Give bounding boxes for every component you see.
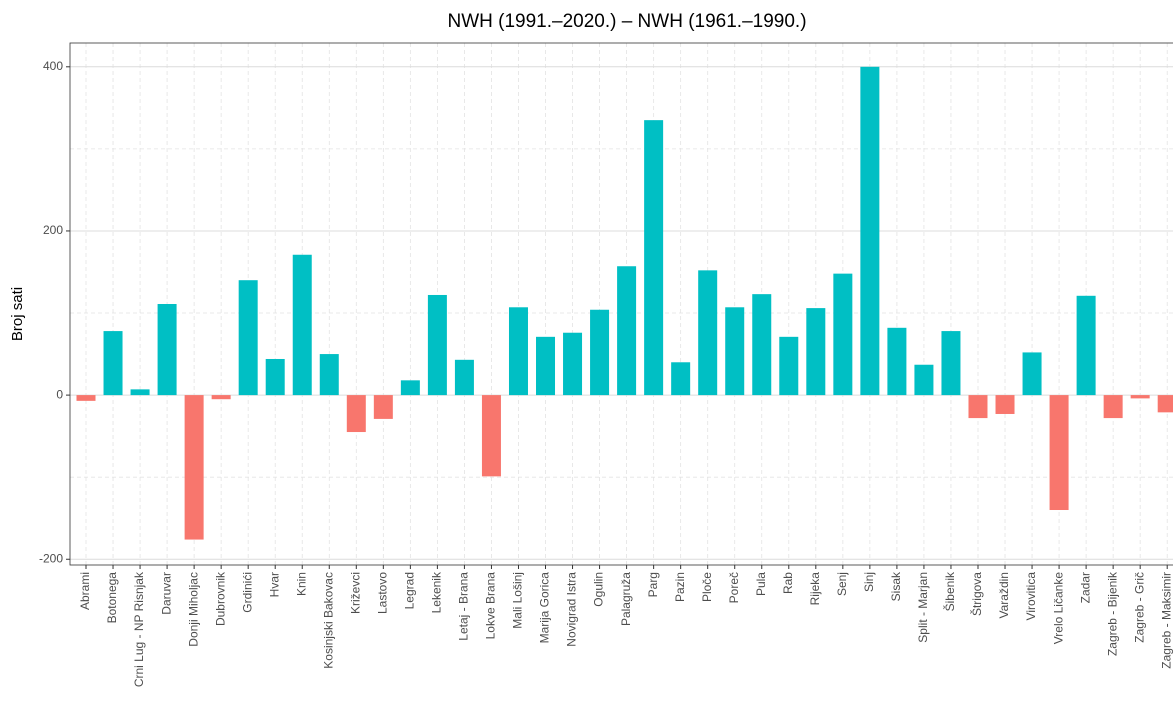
x-tick-label: Varaždin	[997, 572, 1011, 618]
bar	[860, 66, 880, 396]
bar	[806, 308, 826, 396]
x-tick-label: Kosinjski Bakovac	[321, 572, 335, 669]
x-tick-label: Dubrovnik	[213, 571, 227, 626]
bar	[887, 327, 907, 396]
bar	[508, 307, 528, 396]
x-tick-label: Zadar	[1078, 572, 1092, 603]
x-tick-label: Palagruža	[619, 572, 633, 626]
x-tick-label: Parg	[646, 572, 660, 597]
x-tick-label: Rab	[781, 572, 795, 594]
x-tick-label: Grdinići	[240, 572, 254, 613]
x-tick-label: Marija Gorica	[538, 572, 552, 644]
bar	[454, 359, 474, 396]
bar	[319, 354, 339, 396]
x-tick-label: Ogulin	[592, 572, 606, 607]
bar	[184, 395, 204, 540]
bar	[590, 309, 610, 396]
bar	[941, 331, 961, 396]
x-tick-label: Knin	[294, 572, 308, 596]
x-tick-label: Sinj	[862, 572, 876, 592]
bar	[130, 389, 150, 396]
x-tick-label: Crni Lug - NP Risnjak	[132, 571, 146, 687]
x-tick-label: Virovitica	[1024, 572, 1038, 621]
x-tick-label: Poreč	[727, 572, 741, 603]
bar	[373, 395, 393, 419]
panel-border	[69, 42, 1173, 566]
bar	[292, 254, 312, 396]
x-tick-label: Lastovo	[376, 572, 390, 614]
y-tick-label: 0	[56, 387, 63, 401]
x-tick-label: Zagreb - Grič	[1132, 572, 1146, 643]
bar	[1022, 352, 1042, 396]
bar	[76, 395, 96, 401]
bar	[914, 364, 934, 396]
x-tick-label: Daruvar	[159, 572, 173, 615]
bar	[1157, 395, 1173, 413]
bar	[346, 395, 366, 433]
bar	[265, 358, 285, 396]
x-tick-label: Novigrad Istra	[565, 572, 579, 647]
bar	[157, 304, 177, 396]
bar	[752, 294, 772, 396]
x-tick-label: Senj	[835, 572, 849, 596]
bar	[644, 120, 664, 396]
x-tick-label: Lokve Brana	[484, 572, 498, 640]
bar	[1130, 395, 1150, 399]
x-tick-label: Sisak	[889, 571, 903, 601]
y-tick-label: -200	[39, 551, 63, 565]
bar	[725, 307, 745, 396]
bar	[1076, 295, 1096, 396]
bar	[400, 380, 420, 396]
bar	[481, 395, 501, 477]
x-tick-label: Štrigova	[969, 572, 984, 616]
bar	[968, 395, 988, 419]
bar	[995, 395, 1015, 414]
x-tick-label: Abrami	[78, 572, 92, 610]
bar	[238, 280, 258, 396]
bar	[103, 331, 123, 396]
bar	[427, 294, 447, 396]
x-tick-label: Šibenik	[942, 571, 957, 611]
bar	[698, 270, 718, 396]
bar	[563, 332, 583, 396]
y-tick-label: 400	[43, 59, 63, 73]
x-tick-label: Ploče	[700, 572, 714, 602]
x-tick-label: Split - Marjan	[916, 572, 930, 643]
x-tick-label: Hvar	[267, 572, 281, 597]
x-tick-label: Pula	[754, 572, 768, 596]
x-tick-label: Letaj - Brana	[457, 572, 471, 641]
x-tick-label: Lekenik	[430, 571, 444, 613]
bar	[211, 395, 231, 400]
x-tick-label: Pazin	[673, 572, 687, 602]
bar	[1103, 395, 1123, 419]
x-tick-label: Rijeka	[808, 572, 822, 606]
x-tick-label: Legrad	[403, 572, 417, 609]
bar	[617, 266, 637, 396]
bar	[1049, 395, 1069, 511]
y-tick-label: 200	[43, 223, 63, 237]
chart-title: NWH (1991.–2020.) – NWH (1961.–1990.)	[447, 11, 806, 32]
bar	[833, 273, 853, 396]
bar	[671, 362, 691, 396]
bar	[779, 336, 799, 396]
x-tick-label: Zagreb - Maksimir	[1159, 572, 1173, 669]
x-tick-label: Vrelo Ličanke	[1051, 572, 1065, 645]
x-tick-label: Botonega	[105, 572, 119, 624]
x-tick-label: Mali Lošinj	[511, 572, 525, 629]
x-tick-label: Donji Miholjac	[186, 572, 200, 647]
x-tick-label: Križevci	[348, 572, 362, 614]
bar	[536, 336, 556, 396]
y-axis-label: Broj sati	[9, 287, 26, 341]
x-tick-label: Zagreb - Bijenik	[1105, 571, 1119, 656]
